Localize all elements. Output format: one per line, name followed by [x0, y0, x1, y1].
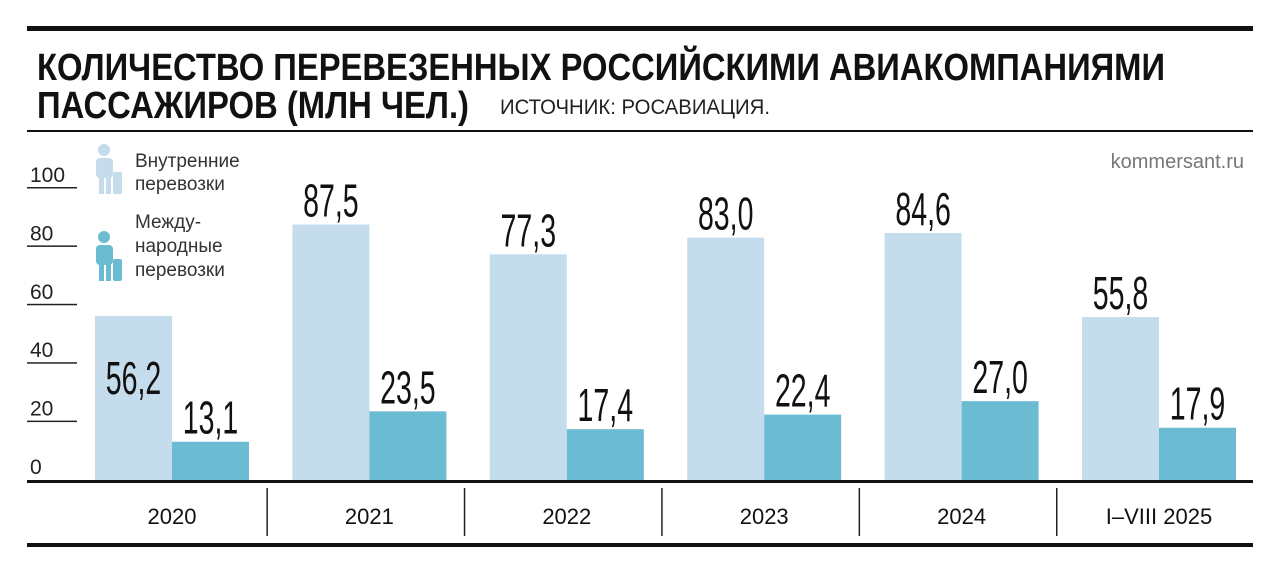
bar-domestic — [687, 237, 765, 480]
gridline — [27, 187, 77, 189]
bar-international — [369, 411, 447, 480]
category-label: 2023 — [740, 504, 789, 529]
bar-domestic — [489, 254, 567, 480]
bottom-rule — [27, 543, 1253, 547]
bar-domestic — [95, 315, 172, 480]
category-separator — [661, 488, 663, 536]
data-label: 84,6 — [895, 184, 951, 236]
category-label: 2021 — [345, 504, 394, 529]
title-line-2: ПАССАЖИРОВ (МЛН ЧЕЛ.) — [37, 85, 469, 127]
data-label: 27,0 — [972, 352, 1028, 404]
legend-international-line-1: Между- — [135, 212, 201, 233]
legend-international-line-3: перевозки — [135, 260, 225, 281]
legend-domestic-line-2: перевозки — [135, 174, 225, 195]
source-note: ИСТОЧНИК: РОСАВИАЦИЯ. — [500, 96, 770, 119]
bar-international — [764, 414, 842, 480]
data-label: 17,4 — [578, 380, 634, 432]
y-tick-label: 40 — [30, 339, 53, 362]
gridline — [27, 420, 77, 423]
bar-international — [1159, 427, 1236, 480]
category-separator — [1056, 488, 1058, 536]
category-label: 2024 — [937, 504, 986, 529]
gridline — [27, 303, 77, 306]
category-separator — [463, 488, 466, 536]
category-label: 2022 — [542, 504, 591, 529]
data-label: 55,8 — [1093, 268, 1149, 320]
y-axis: 0 20 40 60 80 100 — [27, 164, 77, 479]
bar-domestic — [292, 224, 370, 480]
data-label: 23,5 — [380, 363, 436, 415]
data-label: 83,0 — [698, 189, 754, 241]
data-label: 22,4 — [775, 366, 831, 418]
bar-international — [566, 429, 644, 480]
data-label: 13,1 — [183, 393, 239, 445]
site-credit: kommersant.ru — [1111, 151, 1244, 173]
domestic-passenger-icon — [96, 144, 122, 194]
baseline — [27, 480, 1253, 483]
top-rule — [27, 26, 1253, 31]
bars: 56,2 13,1 87,5 23,5 77,3 17,4 83,0 22,4 84,6 27,0… — [95, 176, 1236, 480]
category-axis: 2020 2021 2022 2023 2024 I–VIII 2025 — [148, 488, 1212, 536]
title-rule — [27, 130, 1253, 132]
category-separator — [858, 488, 861, 536]
data-label: 77,3 — [501, 205, 557, 257]
bar-international — [172, 441, 249, 480]
category-label: I–VIII 2025 — [1106, 504, 1212, 529]
international-passenger-icon — [96, 231, 122, 281]
category-label: 2020 — [148, 504, 197, 529]
bar-international — [961, 401, 1039, 480]
legend-international-line-2: народные — [135, 236, 223, 257]
bar-domestic — [884, 232, 962, 480]
data-label: 17,9 — [1170, 379, 1226, 431]
data-label: 56,2 — [106, 353, 162, 405]
y-tick-label: 100 — [30, 164, 65, 187]
y-tick-label: 0 — [30, 456, 42, 479]
data-label: 87,5 — [303, 176, 359, 228]
legend-domestic-line-1: Внутренние — [135, 151, 240, 172]
y-tick-label: 80 — [30, 222, 53, 245]
gridline — [27, 362, 77, 364]
y-tick-label: 20 — [30, 398, 53, 421]
category-separator — [266, 488, 268, 536]
gridline — [27, 245, 77, 247]
bar-domestic — [1082, 317, 1159, 480]
y-tick-label: 60 — [30, 281, 53, 304]
title-line-1: КОЛИЧЕСТВО ПЕРЕВЕЗЕННЫХ РОССИЙСКИМИ АВИА… — [37, 44, 1165, 89]
legend: Внутренние перевозки Между- народные пер… — [96, 144, 240, 281]
